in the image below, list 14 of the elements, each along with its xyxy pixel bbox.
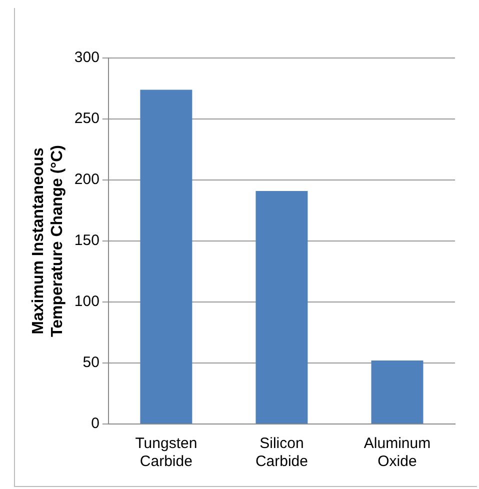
y-tick-label: 100 bbox=[74, 293, 100, 310]
bar bbox=[140, 90, 192, 424]
y-tick-label: 0 bbox=[91, 415, 100, 432]
y-tick-label: 150 bbox=[74, 232, 100, 250]
y-tick-label: 50 bbox=[82, 354, 100, 372]
y-tick-label: 250 bbox=[74, 110, 100, 128]
y-axis-title: Maximum Instantaneous Temperature Change (°C) bbox=[30, 145, 66, 337]
y-tick-label: 300 bbox=[74, 49, 100, 66]
x-tick-label: Silicon Carbide bbox=[255, 435, 308, 470]
y-tick-label: 200 bbox=[74, 171, 100, 188]
bar bbox=[371, 360, 424, 424]
x-tick-label: Aluminum Oxide bbox=[364, 435, 431, 470]
x-tick-label: Tungsten Carbide bbox=[135, 435, 198, 470]
bar bbox=[256, 190, 308, 424]
